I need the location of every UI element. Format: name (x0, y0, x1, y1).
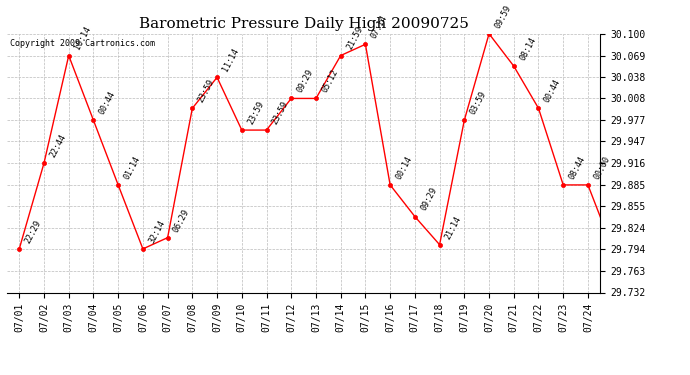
Text: 21:14: 21:14 (444, 214, 464, 240)
Text: 09:29: 09:29 (295, 68, 315, 94)
Text: 00:00: 00:00 (0, 374, 1, 375)
Text: Copyright 2009 Cartronics.com: Copyright 2009 Cartronics.com (10, 39, 155, 48)
Text: 09:29: 09:29 (419, 186, 439, 212)
Text: 23:59: 23:59 (270, 100, 290, 126)
Text: 01:14: 01:14 (122, 154, 142, 181)
Text: 06:29: 06:29 (172, 207, 191, 234)
Text: 05:12: 05:12 (320, 68, 339, 94)
Title: Barometric Pressure Daily High 20090725: Barometric Pressure Daily High 20090725 (139, 17, 469, 31)
Text: 11:14: 11:14 (221, 47, 241, 73)
Text: 23:59: 23:59 (246, 100, 266, 126)
Text: 00:44: 00:44 (97, 90, 117, 116)
Text: 00:44: 00:44 (542, 78, 562, 104)
Text: 22:29: 22:29 (23, 219, 43, 245)
Text: 21:59: 21:59 (345, 25, 364, 51)
Text: 22:44: 22:44 (48, 133, 68, 159)
Text: 32:14: 32:14 (147, 219, 167, 245)
Text: 23:59: 23:59 (197, 78, 216, 104)
Text: 09:59: 09:59 (493, 3, 513, 30)
Text: 07:14: 07:14 (370, 14, 389, 40)
Text: 00:14: 00:14 (394, 154, 414, 181)
Text: 03:59: 03:59 (469, 90, 488, 116)
Text: 08:14: 08:14 (518, 36, 538, 62)
Text: 00:00: 00:00 (592, 154, 612, 181)
Text: 08:44: 08:44 (567, 154, 587, 181)
Text: 10:14: 10:14 (73, 25, 92, 51)
